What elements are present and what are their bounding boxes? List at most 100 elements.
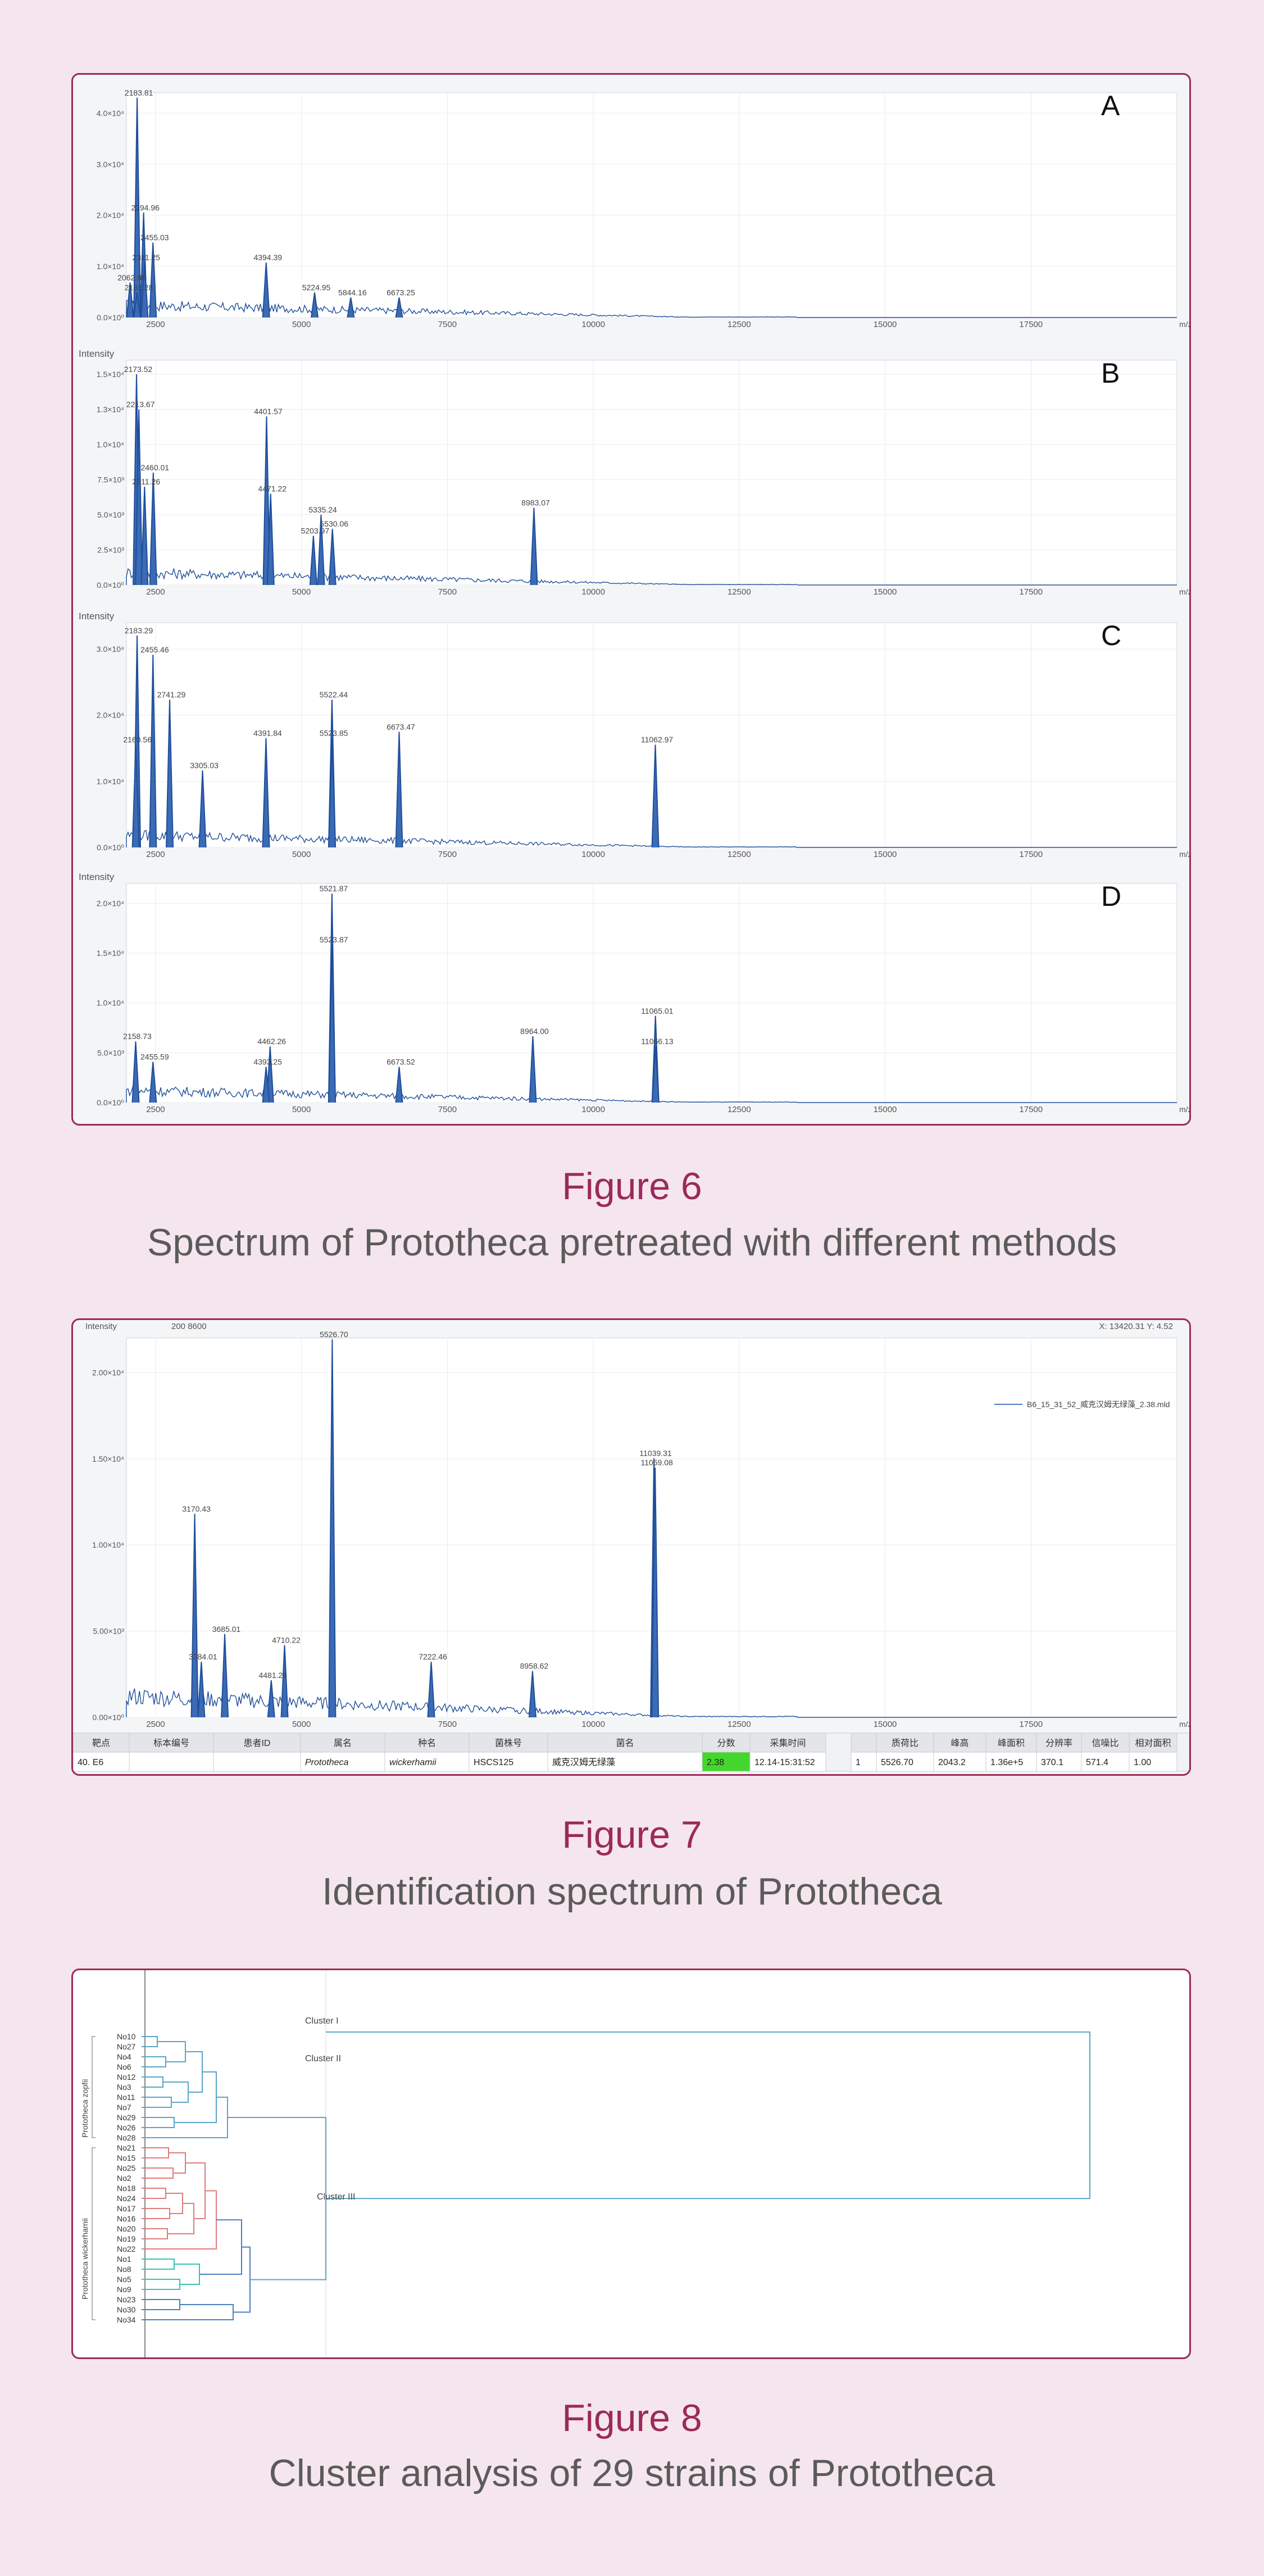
fig8-leaf-label: No25: [117, 2164, 136, 2173]
fig7-table-header-cell: [851, 1733, 877, 1753]
fig6-panel-B-peak-label: 2173.52: [124, 365, 153, 374]
fig6-panel-B-x-tick-label: 17500: [1019, 587, 1043, 597]
fig6-panel-D-x-tick-label: 15000: [874, 1105, 897, 1114]
figure-8-number: Figure 8: [562, 2397, 702, 2439]
fig7-table-header-cell: [129, 1733, 214, 1753]
fig6-panel-B-x-tick-label: 5000: [292, 587, 311, 597]
fig6-panel-D-x-tick-label: 17500: [1019, 1105, 1043, 1114]
fig8-leaf-label: No3: [117, 2083, 131, 2092]
fig7-table-cell: [985, 1752, 1037, 1772]
fig8-leaf-label: No28: [117, 2133, 136, 2142]
fig6-panel-D-peak-label: 5523.87: [320, 935, 348, 944]
fig6-panel-A-y-tick-label: 2.0×10⁴: [97, 211, 124, 220]
fig7-top-left-mark: 200 8600: [171, 1322, 207, 1331]
fig6-panel-A-peak-label: 2183.28: [125, 283, 153, 292]
fig7-table-cell: [547, 1752, 703, 1772]
fig6-panel-D-peak-label: 2455.59: [140, 1052, 169, 1061]
fig7-table-header: 种名: [418, 1738, 436, 1748]
fig7-table-value: 1: [856, 1758, 861, 1767]
fig7-peak: [328, 1339, 337, 1718]
fig7-table-value: 5526.70: [881, 1758, 913, 1767]
figure-8-caption: Cluster analysis of 29 strains of Protot…: [269, 2452, 995, 2495]
fig6-panel-A-peak: [149, 242, 157, 318]
fig7-table-cell: [213, 1752, 301, 1772]
fig6-panel-A-peak: [347, 297, 355, 318]
fig6-panel-D-peak-label: 4393.25: [253, 1058, 282, 1067]
fig8-leaf-label: No30: [117, 2305, 136, 2314]
fig7-peak-label: 8958.62: [520, 1662, 549, 1671]
fig6-panel-B-y-tick-label: 7.5×10³: [97, 475, 124, 484]
fig6-panel-B-x-tick-label: 12500: [728, 587, 751, 597]
fig8-branch: [142, 2036, 158, 2047]
fig6-panel-B-y-tick-label: 1.0×10⁴: [97, 440, 124, 449]
fig6-panel-B-peak: [328, 528, 337, 586]
fig8-leaf-label: No27: [117, 2042, 136, 2051]
fig8-branch: [142, 2097, 172, 2108]
fig7-y-tick-label: 2.00×10⁴: [92, 1368, 124, 1377]
fig6-panel-B-peak-label: 8983.07: [521, 498, 550, 507]
figure-7-caption: Identification spectrum of Prototheca: [322, 1870, 942, 1913]
fig7-table-header-cell: [300, 1733, 385, 1753]
fig7-score-cell: [702, 1752, 751, 1772]
fig6-panel-C-peak-label: 2741.29: [157, 690, 186, 699]
fig6-panel-C-x-tick-label: 5000: [292, 850, 311, 859]
fig6-panel-A-y-tick-label: 3.0×10⁴: [97, 160, 124, 169]
figure-6-number: Figure 6: [562, 1165, 702, 1208]
fig8-branch: [163, 2081, 189, 2103]
fig6-panel-B-plot-area: [126, 360, 1177, 586]
fig7-table-cell: [851, 1752, 877, 1772]
figure-7-chart: Intensity 200 8600 X: 13420.31 Y: 4.52 2500…: [73, 1322, 1189, 1772]
fig6-panel-A-y-tick-label: 1.0×10⁴: [97, 262, 124, 271]
fig8-leaf-label: No16: [117, 2214, 136, 2223]
fig6-panel-A-x-unit: m/z: [1179, 320, 1189, 329]
fig6-panel-C-x-tick-label: 17500: [1019, 850, 1043, 859]
fig8-branch: [169, 2152, 186, 2174]
fig8-leaf-label: No15: [117, 2153, 136, 2162]
fig6-panel-A-peak: [140, 262, 149, 318]
fig6-panel-D-peak: [149, 1062, 157, 1103]
fig6-panel-C-peak-label: 2455.46: [140, 645, 169, 654]
fig6-panel-B-x-unit: m/z: [1179, 587, 1189, 596]
fig7-table-header-cell: [547, 1733, 703, 1753]
fig8-leaf-label: No34: [117, 2315, 136, 2324]
fig7-x-tick-label: 10000: [581, 1720, 605, 1729]
fig7-x-tick-label: 7500: [438, 1720, 457, 1729]
fig7-table-header: 靶点: [92, 1738, 110, 1748]
fig8-cluster-label: Cluster II: [305, 2054, 341, 2063]
fig6-panel-A-x-tick-label: 7500: [438, 320, 457, 329]
fig6-panel-C-x-unit: m/z: [1179, 850, 1189, 859]
fig6-panel-B-y-tick-label: 5.0×10³: [97, 510, 124, 519]
fig7-peak: [280, 1645, 289, 1718]
fig6-panel-D-y-tick-label: 5.0×10³: [97, 1048, 124, 1057]
fig6-panel-A-x-tick-label: 5000: [292, 320, 311, 329]
fig6-panel-A-peak: [133, 97, 142, 318]
fig6-panel-D-peak-label: 4462.26: [257, 1037, 286, 1046]
fig6-panel-D-ylabel: Intensity: [79, 872, 115, 882]
fig6-panel-B-peak: [140, 486, 149, 586]
fig7-table-header-cell: [1036, 1733, 1082, 1753]
fig7-table-header-cell: [933, 1733, 986, 1753]
fig7-table-value: wickerhamii: [389, 1758, 437, 1767]
fig7-table-header: 属名: [334, 1738, 352, 1748]
fig8-branch: [199, 2219, 242, 2275]
fig8-leaf-label: No19: [117, 2234, 136, 2243]
fig6-panel-C-y-tick-label: 3.0×10⁴: [97, 645, 124, 654]
fig6-panel-B-peak-label: 4401.57: [254, 407, 283, 416]
fig6-panel-B-y-tick-label: 1.5×10⁴: [97, 370, 124, 379]
fig8-branch: [142, 2208, 170, 2219]
fig6-panel-C-label: C: [1101, 620, 1121, 651]
fig6-panel-A-x-tick-label: 12500: [728, 320, 751, 329]
fig7-table-value: Prototheca: [305, 1758, 348, 1767]
fig8-group-bracket-wickerhamii: [92, 2147, 96, 2320]
fig8-leaf-label: No9: [117, 2285, 131, 2294]
fig6-panel-D-peak-label: 5521.87: [320, 884, 348, 893]
fig6-panel-D-peak-label: 11065.01: [641, 1006, 674, 1015]
fig8-branch: [142, 2117, 175, 2128]
fig7-peak: [427, 1662, 435, 1718]
fig7-table-value: 40. E6: [78, 1758, 103, 1767]
figure-6-chart: 2500 5000 7500 10000 12500 15000 17500 0.0×10⁰ 1…: [79, 88, 1189, 1114]
fig7-table-cell: [1081, 1752, 1130, 1772]
fig8-leaf-label: No11: [117, 2093, 135, 2102]
fig8-leaf-label: No21: [117, 2143, 136, 2152]
